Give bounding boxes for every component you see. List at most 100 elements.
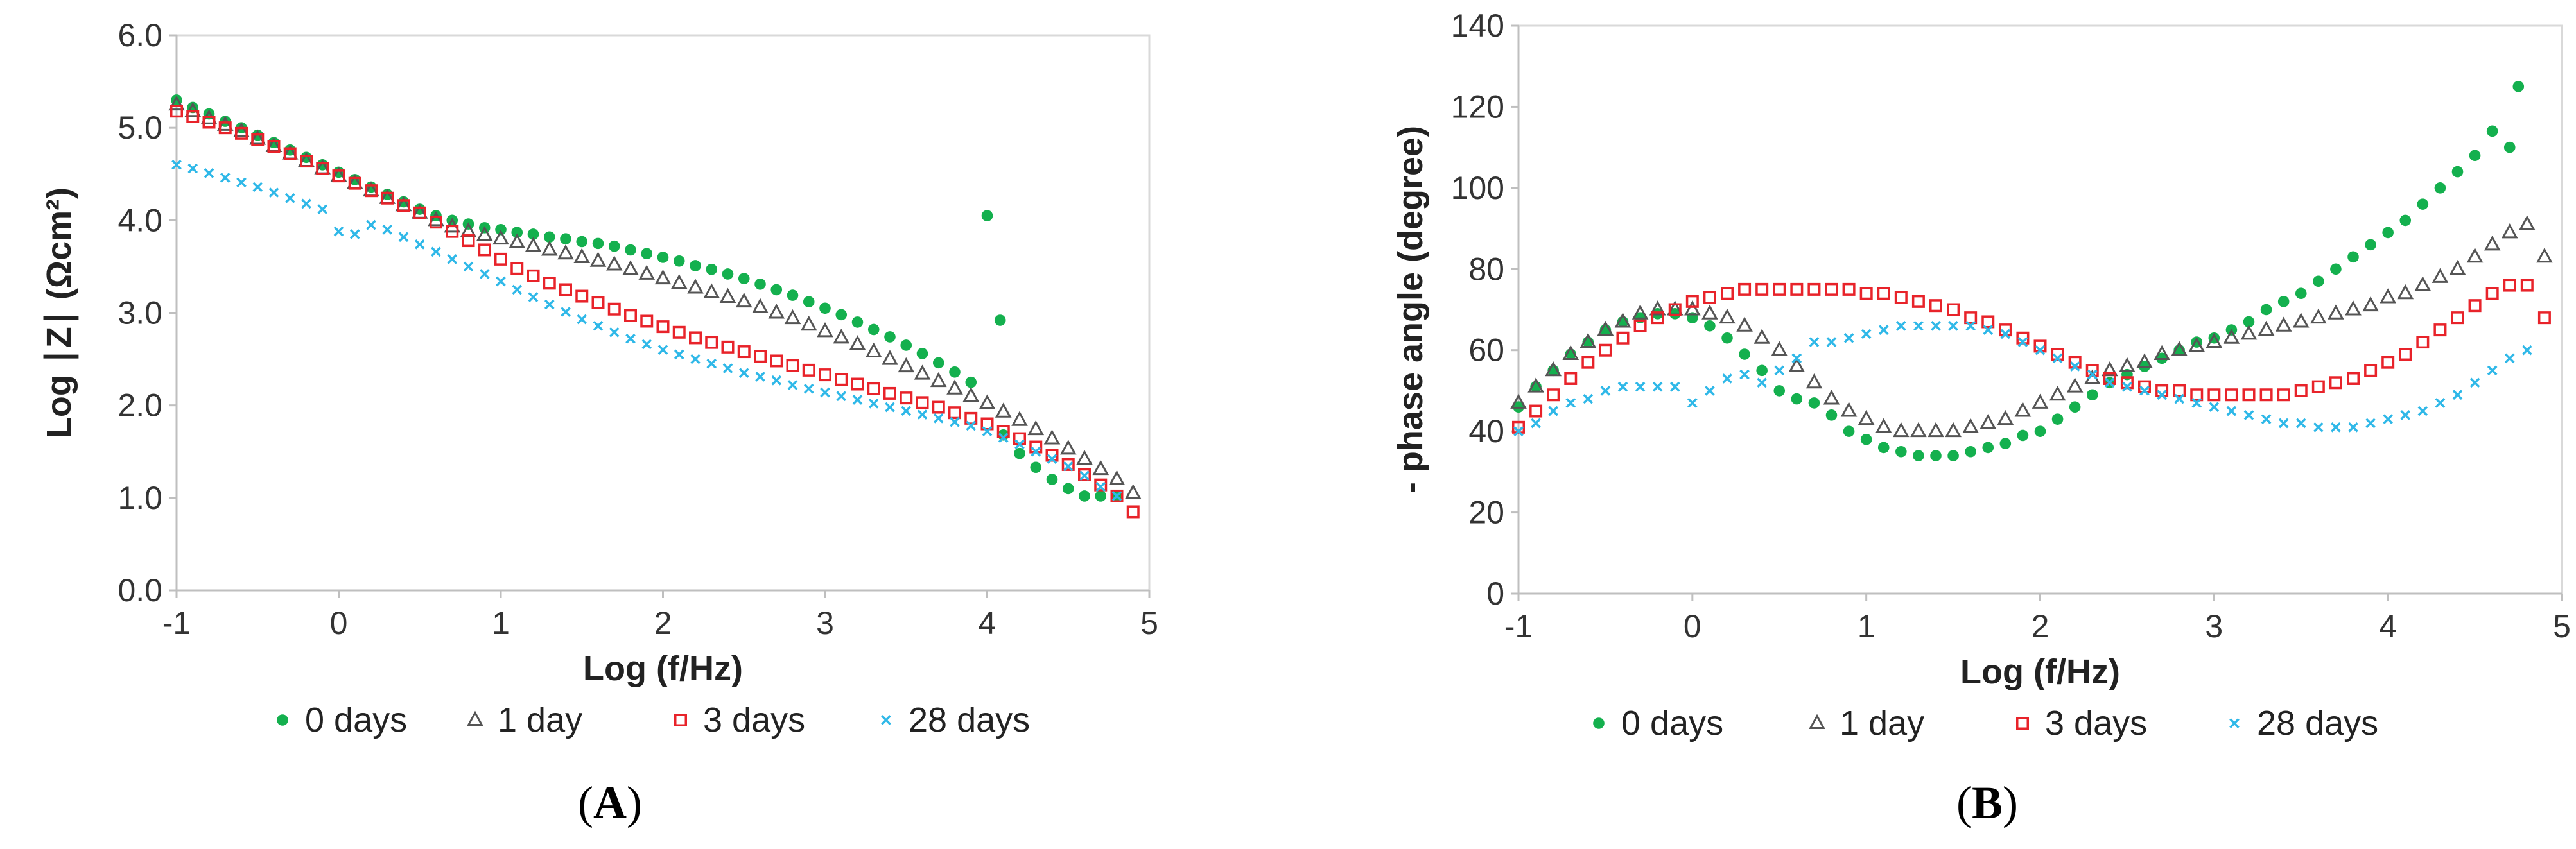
data-point bbox=[1895, 445, 1907, 458]
data-point bbox=[770, 354, 783, 368]
data-point bbox=[1079, 490, 1090, 502]
data-point bbox=[1997, 409, 2014, 425]
data-point bbox=[1911, 295, 1925, 308]
data-point bbox=[1652, 381, 1663, 392]
data-point bbox=[1043, 429, 1061, 445]
data-point bbox=[365, 184, 378, 198]
data-point bbox=[2154, 345, 2170, 361]
data-point bbox=[706, 263, 718, 275]
data-point bbox=[1858, 409, 1875, 425]
legend-marker-1-day bbox=[467, 710, 483, 726]
legend-marker-0-days bbox=[277, 714, 288, 726]
data-point bbox=[2414, 276, 2432, 291]
data-point bbox=[1878, 325, 1889, 335]
data-point bbox=[301, 198, 311, 209]
data-point bbox=[768, 304, 785, 319]
data-point bbox=[2468, 299, 2482, 313]
data-point bbox=[1011, 411, 1028, 426]
data-point bbox=[2209, 402, 2220, 413]
data-point bbox=[1721, 332, 1733, 344]
data-point bbox=[752, 298, 769, 313]
data-point bbox=[995, 402, 1012, 418]
data-point bbox=[787, 289, 799, 301]
data-point bbox=[946, 379, 963, 395]
data-point bbox=[1928, 422, 1944, 438]
data-point bbox=[1063, 461, 1074, 472]
data-point bbox=[2240, 325, 2258, 340]
data-point bbox=[2122, 381, 2132, 392]
data-point bbox=[1965, 320, 1976, 331]
data-point bbox=[1108, 470, 1126, 485]
data-point bbox=[803, 383, 814, 394]
data-point bbox=[2451, 311, 2464, 325]
data-point bbox=[2433, 323, 2447, 337]
data-point bbox=[2449, 259, 2466, 275]
legend-label-28-days: 28 days bbox=[909, 701, 1030, 739]
data-point bbox=[1124, 484, 1142, 499]
data-point bbox=[933, 413, 944, 424]
data-point bbox=[738, 368, 749, 379]
data-point bbox=[1649, 300, 1666, 316]
data-point bbox=[1808, 397, 1820, 409]
data-point bbox=[852, 395, 863, 405]
data-point bbox=[2469, 150, 2481, 162]
data-point bbox=[885, 402, 895, 413]
data-point bbox=[2102, 361, 2118, 377]
data-point bbox=[654, 269, 672, 285]
data-point bbox=[233, 122, 250, 137]
data-point bbox=[1739, 369, 1750, 380]
data-point bbox=[2417, 406, 2428, 416]
x-tick-label: -1 bbox=[162, 605, 191, 641]
data-point bbox=[431, 246, 441, 257]
legend-marker-28-days bbox=[881, 715, 891, 725]
data-point bbox=[916, 348, 928, 359]
data-point bbox=[2014, 402, 2032, 417]
data-point bbox=[2261, 414, 2272, 425]
data-point bbox=[608, 240, 620, 252]
data-point bbox=[2512, 81, 2525, 92]
data-point bbox=[447, 254, 458, 264]
data-point bbox=[722, 268, 734, 280]
legend-marker-0-days bbox=[1593, 717, 1605, 729]
data-point bbox=[2364, 364, 2378, 377]
data-point bbox=[2313, 275, 2324, 287]
data-point bbox=[2190, 388, 2204, 402]
y-tick-label: 1.0 bbox=[117, 480, 162, 516]
data-point bbox=[1110, 489, 1124, 502]
data-point bbox=[284, 193, 295, 203]
data-point bbox=[1510, 393, 1527, 409]
data-point bbox=[898, 357, 915, 373]
data-point bbox=[2191, 398, 2202, 408]
data-point bbox=[592, 237, 604, 250]
x-tick-label: 0 bbox=[1684, 608, 1701, 644]
data-point bbox=[980, 417, 994, 431]
data-point bbox=[1095, 490, 1107, 502]
data-point bbox=[2330, 263, 2342, 275]
data-point bbox=[2034, 425, 2046, 437]
data-point bbox=[2536, 247, 2553, 263]
data-point bbox=[803, 296, 815, 308]
data-point bbox=[1126, 505, 1140, 519]
x-tick-label: 1 bbox=[492, 605, 510, 641]
data-point bbox=[397, 199, 410, 212]
data-point bbox=[1875, 418, 1892, 433]
data-point bbox=[1756, 364, 1768, 377]
data-point bbox=[1981, 315, 1995, 329]
data-point bbox=[689, 331, 702, 345]
data-point bbox=[998, 433, 1009, 443]
data-point bbox=[674, 349, 684, 360]
data-point bbox=[414, 239, 425, 250]
data-point bbox=[833, 329, 850, 344]
data-point bbox=[2225, 388, 2238, 402]
data-point bbox=[2328, 304, 2344, 320]
data-point bbox=[1790, 282, 1804, 296]
data-point bbox=[882, 350, 898, 365]
data-point bbox=[2206, 332, 2223, 348]
data-point bbox=[1913, 320, 1924, 331]
data-point bbox=[2243, 410, 2254, 420]
data-point bbox=[930, 372, 947, 388]
data-point bbox=[770, 284, 783, 296]
legend-marker-3-days bbox=[674, 714, 687, 726]
data-point bbox=[1773, 282, 1786, 296]
data-point bbox=[2399, 214, 2412, 227]
